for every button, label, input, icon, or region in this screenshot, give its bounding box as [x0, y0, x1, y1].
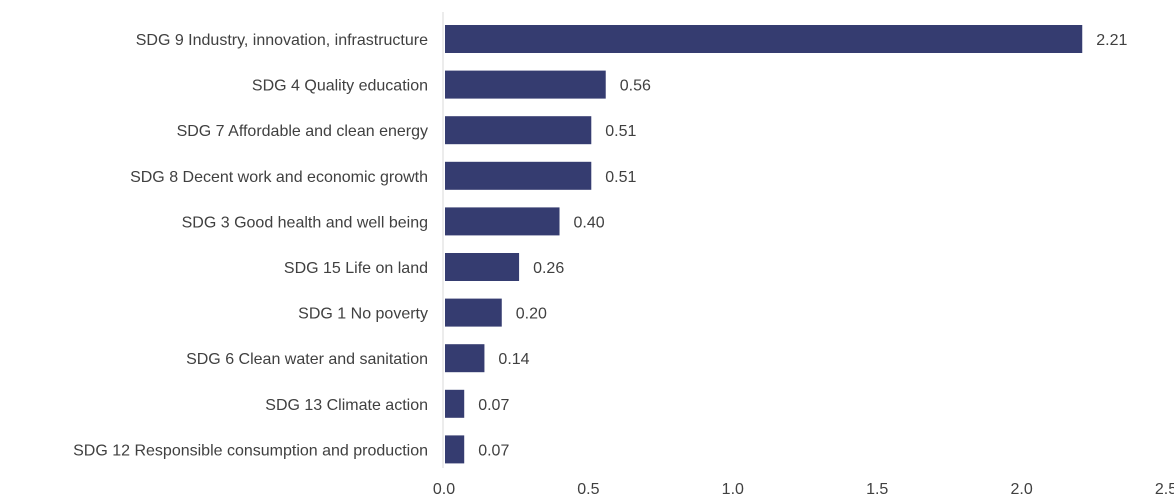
category-label: SDG 8 Decent work and economic growth — [130, 169, 428, 186]
x-tick-label: 1.0 — [722, 481, 744, 498]
data-label: 0.51 — [605, 169, 636, 186]
category-label: SDG 6 Clean water and sanitation — [186, 351, 428, 368]
x-tick-label: 1.5 — [866, 481, 888, 498]
bar — [445, 390, 464, 418]
category-label: SDG 9 Industry, innovation, infrastructu… — [136, 32, 428, 49]
bar — [445, 162, 591, 190]
bar — [445, 435, 464, 463]
x-tick-label: 2.0 — [1010, 481, 1032, 498]
x-tick-label: 0.5 — [577, 481, 599, 498]
data-label: 0.56 — [620, 78, 651, 95]
data-label: 0.40 — [574, 214, 605, 231]
category-label: SDG 7 Affordable and clean energy — [177, 123, 428, 140]
category-label: SDG 12 Responsible consumption and produ… — [73, 442, 428, 459]
data-label: 2.21 — [1096, 32, 1127, 49]
category-label: SDG 15 Life on land — [284, 260, 428, 277]
data-label: 0.07 — [478, 442, 509, 459]
data-label: 0.20 — [516, 306, 547, 323]
bar — [445, 344, 484, 372]
category-label: SDG 13 Climate action — [265, 397, 428, 414]
bar — [445, 299, 502, 327]
data-label: 0.14 — [498, 351, 529, 368]
data-label: 0.51 — [605, 123, 636, 140]
category-label: SDG 4 Quality education — [252, 78, 428, 95]
bar — [445, 207, 560, 235]
category-label: SDG 3 Good health and well being — [182, 214, 428, 231]
category-label: SDG 1 No poverty — [298, 306, 428, 323]
bar — [445, 25, 1082, 53]
bar — [445, 116, 591, 144]
x-tick-label: 2.5 — [1155, 481, 1174, 498]
data-label: 0.07 — [478, 397, 509, 414]
bar — [445, 253, 519, 281]
x-tick-label: 0.0 — [433, 481, 455, 498]
bar — [445, 71, 606, 99]
data-label: 0.26 — [533, 260, 564, 277]
